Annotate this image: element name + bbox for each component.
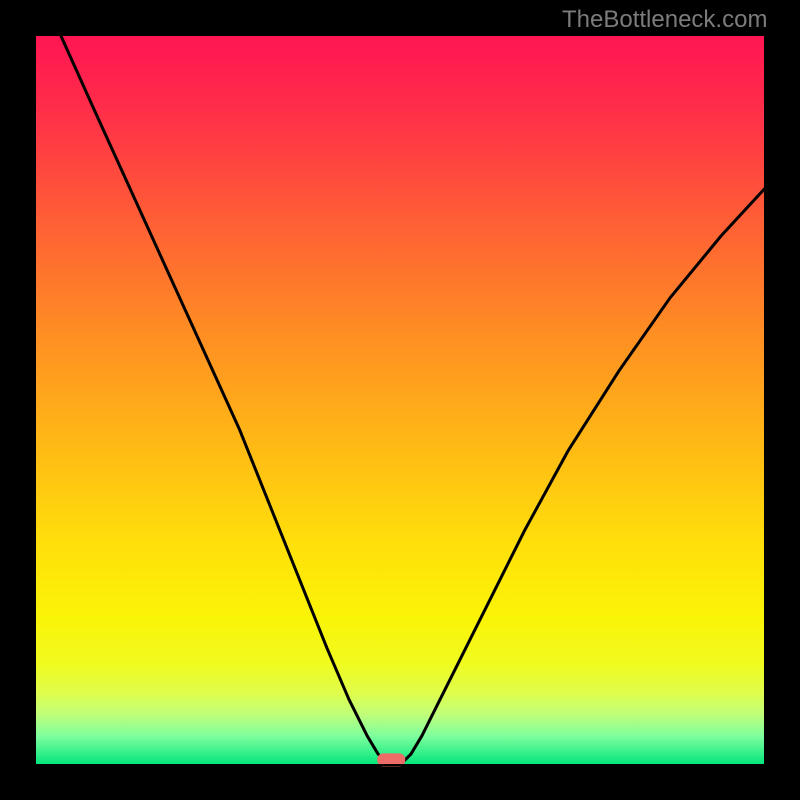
chart-svg	[0, 0, 800, 800]
watermark-text: TheBottleneck.com	[562, 6, 767, 34]
chart-stage: TheBottleneck.com	[0, 0, 800, 800]
plot-gradient	[35, 35, 765, 765]
